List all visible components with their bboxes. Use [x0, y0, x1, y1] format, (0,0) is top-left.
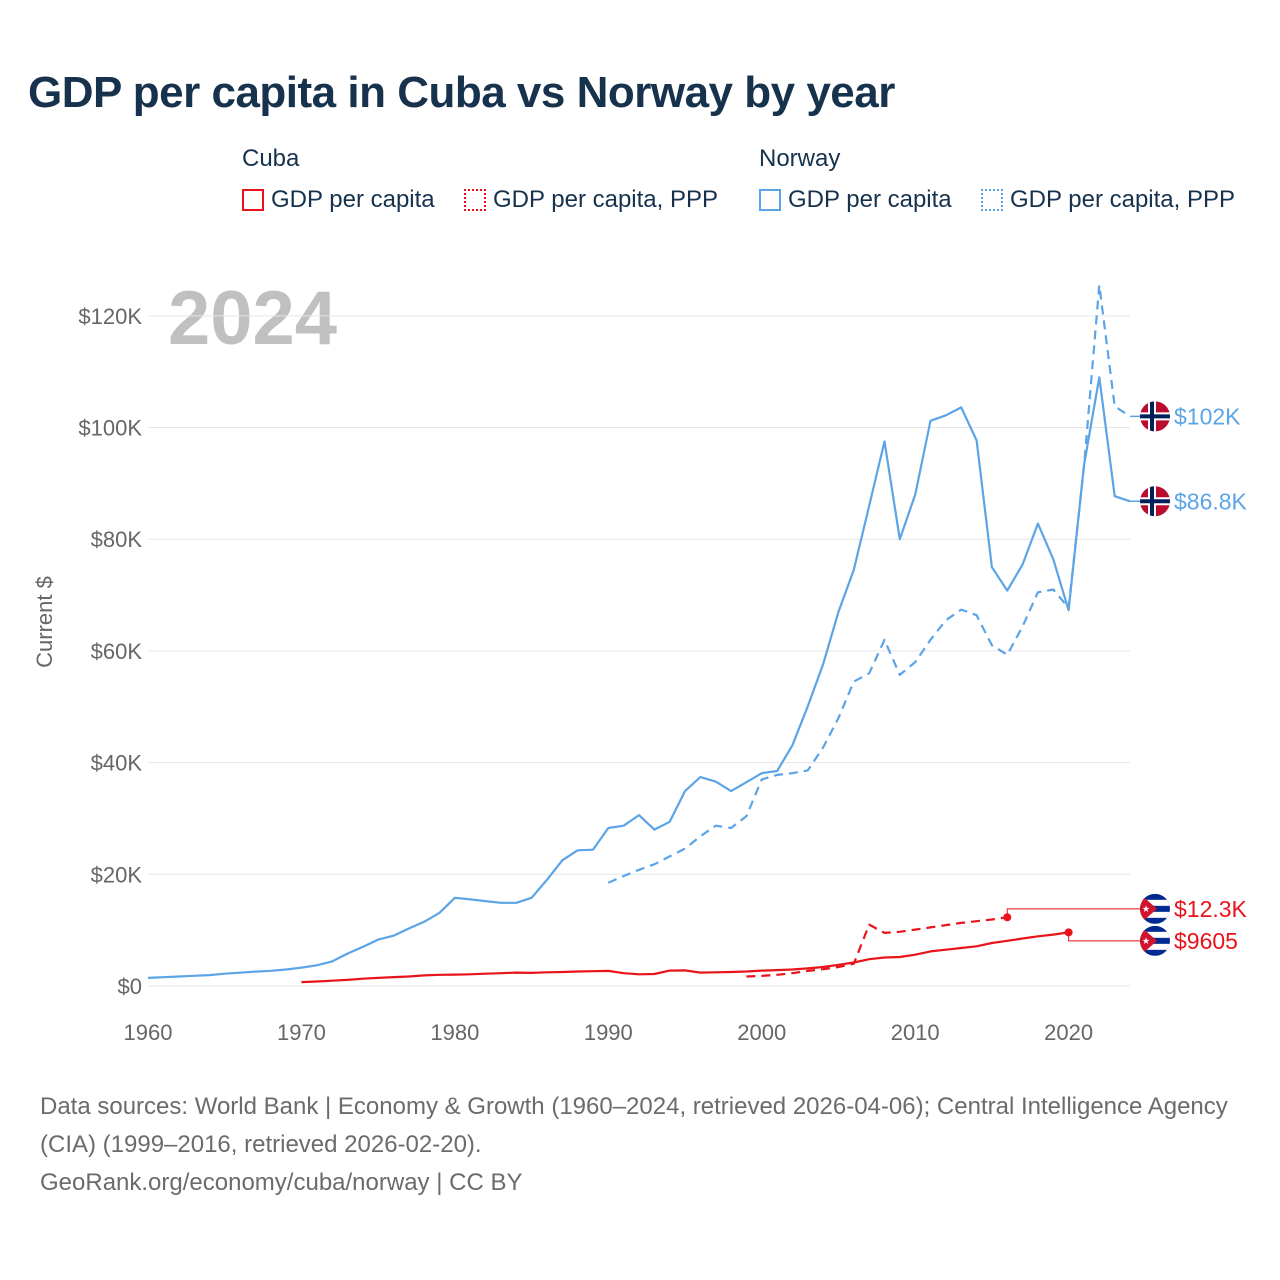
x-tick-label: 1990 [584, 1020, 633, 1045]
y-axis-label: Current $ [32, 576, 57, 668]
series-end-label: $86.8K [1174, 488, 1248, 514]
legend-item-cuba-gdp-ppp[interactable]: GDP per capita, PPP [464, 186, 718, 214]
series-line[interactable] [607, 284, 1131, 884]
series-line[interactable] [147, 376, 1131, 979]
legend-label: GDP per capita, PPP [493, 186, 718, 213]
norway-flag-icon [1140, 486, 1170, 516]
grid-lines [148, 315, 1130, 987]
legend-item-cuba-gdp[interactable]: GDP per capita [242, 186, 435, 214]
legend-label: GDP per capita [271, 186, 435, 213]
y-tick-label: $0 [118, 974, 142, 999]
chart-title: GDP per capita in Cuba vs Norway by year [28, 68, 895, 117]
year-watermark: 2024 [168, 276, 337, 361]
legend-label: GDP per capita [788, 186, 952, 213]
data-sources-text: Data sources: World Bank | Economy & Gro… [40, 1093, 1228, 1158]
y-axis-ticks: $0 $20K $40K $60K $80K $100K $120K [78, 304, 142, 999]
y-tick-label: $40K [91, 751, 143, 776]
x-tick-label: 2020 [1044, 1020, 1093, 1045]
norway-flag-icon [1140, 401, 1170, 431]
y-tick-label: $100K [78, 416, 142, 441]
y-tick-label: $120K [78, 304, 142, 329]
series-lines [147, 284, 1131, 984]
x-tick-label: 2010 [891, 1020, 940, 1045]
source-link[interactable]: GeoRank.org/economy/cuba/norway | CC BY [40, 1169, 523, 1196]
y-tick-label: $80K [91, 527, 143, 552]
legend-item-norway-gdp-ppp[interactable]: GDP per capita, PPP [981, 186, 1235, 214]
end-labels: $102K $86.8K $12.3K $9605 [1003, 401, 1248, 956]
series-end-label: $9605 [1174, 928, 1238, 954]
legend-item-norway-gdp[interactable]: GDP per capita [759, 186, 952, 214]
x-tick-label: 1970 [277, 1020, 326, 1045]
series-end-label: $102K [1174, 403, 1241, 429]
x-tick-label: 2000 [737, 1020, 786, 1045]
series-connector-line [1068, 932, 1140, 942]
line-chart: 2024 Current $ $0 $20K $40K $60K $80K $100K $1… [32, 276, 1248, 1045]
legend-swatch-dotted-icon [981, 189, 1003, 211]
legend-group-cuba: Cuba [242, 145, 300, 172]
y-tick-label: $60K [91, 639, 143, 664]
legend-swatch-solid-icon [242, 189, 264, 211]
x-tick-label: 1980 [430, 1020, 479, 1045]
x-tick-label: 1960 [124, 1020, 173, 1045]
y-tick-label: $20K [91, 862, 143, 887]
cuba-flag-icon [1140, 894, 1170, 924]
series-end-label: $12.3K [1174, 896, 1248, 922]
legend-swatch-dotted-icon [464, 189, 486, 211]
legend-group-norway: Norway [759, 145, 841, 172]
series-line[interactable] [746, 916, 1008, 978]
footer: Data sources: World Bank | Economy & Gro… [40, 1088, 1240, 1202]
series-connector-line [1006, 908, 1140, 918]
cuba-flag-icon [1140, 926, 1170, 956]
x-axis-ticks: 1960 1970 1980 1990 2000 2010 2020 [124, 1020, 1094, 1045]
series-line[interactable] [301, 931, 1069, 984]
legend-label: GDP per capita, PPP [1010, 186, 1235, 213]
legend-swatch-solid-icon [759, 189, 781, 211]
